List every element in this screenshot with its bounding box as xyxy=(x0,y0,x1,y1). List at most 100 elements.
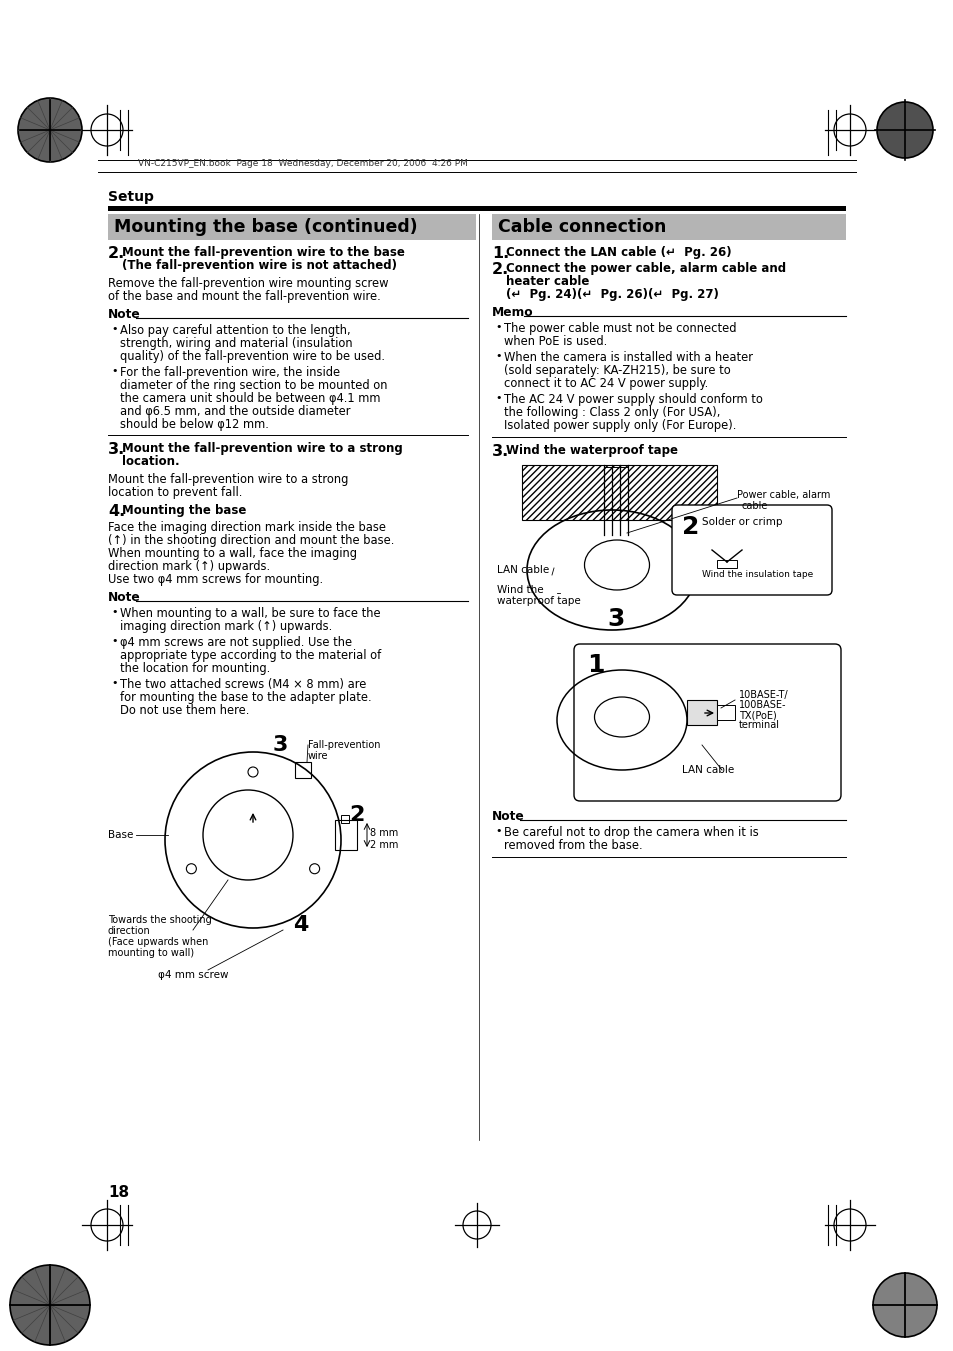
Text: 2.: 2. xyxy=(492,262,509,277)
Bar xyxy=(717,561,737,567)
Text: Connect the power cable, alarm cable and: Connect the power cable, alarm cable and xyxy=(505,262,785,276)
Bar xyxy=(717,705,734,720)
Text: Cable connection: Cable connection xyxy=(497,218,666,236)
Text: 3.: 3. xyxy=(492,444,509,459)
Text: 3: 3 xyxy=(606,607,623,631)
Text: diameter of the ring section to be mounted on: diameter of the ring section to be mount… xyxy=(120,380,387,392)
Text: •: • xyxy=(111,607,117,617)
Text: (The fall-prevention wire is not attached): (The fall-prevention wire is not attache… xyxy=(122,259,396,272)
Text: quality) of the fall-prevention wire to be used.: quality) of the fall-prevention wire to … xyxy=(120,350,385,363)
Text: •: • xyxy=(495,322,501,332)
Text: appropriate type according to the material of: appropriate type according to the materi… xyxy=(120,648,381,662)
Circle shape xyxy=(876,101,932,158)
Text: Also pay careful attention to the length,: Also pay careful attention to the length… xyxy=(120,324,351,336)
Text: (↵  Pg. 24)(↵  Pg. 26)(↵  Pg. 27): (↵ Pg. 24)(↵ Pg. 26)(↵ Pg. 27) xyxy=(505,288,719,301)
Bar xyxy=(492,213,845,240)
Text: Base: Base xyxy=(108,830,133,840)
Text: the following : Class 2 only (For USA),: the following : Class 2 only (For USA), xyxy=(503,407,720,419)
Text: •: • xyxy=(111,678,117,688)
FancyBboxPatch shape xyxy=(574,644,841,801)
Text: Face the imaging direction mark inside the base: Face the imaging direction mark inside t… xyxy=(108,521,386,534)
Text: wire: wire xyxy=(308,751,328,761)
Text: Note: Note xyxy=(108,590,141,604)
Text: 10BASE-T/: 10BASE-T/ xyxy=(739,690,788,700)
Text: LAN cable: LAN cable xyxy=(497,565,549,576)
Text: (↑) in the shooting direction and mount the base.: (↑) in the shooting direction and mount … xyxy=(108,534,394,547)
Text: Mounting the base: Mounting the base xyxy=(122,504,246,517)
Text: waterproof tape: waterproof tape xyxy=(497,596,580,607)
Text: location to prevent fall.: location to prevent fall. xyxy=(108,486,242,499)
Text: for mounting the base to the adapter plate.: for mounting the base to the adapter pla… xyxy=(120,690,372,704)
Bar xyxy=(335,820,356,850)
Text: •: • xyxy=(495,393,501,403)
Text: Mount the fall-prevention wire to a strong: Mount the fall-prevention wire to a stro… xyxy=(122,442,402,455)
Text: •: • xyxy=(111,366,117,376)
Text: Connect the LAN cable (↵  Pg. 26): Connect the LAN cable (↵ Pg. 26) xyxy=(505,246,731,259)
Circle shape xyxy=(10,1265,90,1346)
Text: Setup: Setup xyxy=(108,190,153,204)
Text: location.: location. xyxy=(122,455,179,467)
Text: Mount the fall-prevention wire to a strong: Mount the fall-prevention wire to a stro… xyxy=(108,473,348,486)
Text: Wind the insulation tape: Wind the insulation tape xyxy=(701,570,812,580)
FancyBboxPatch shape xyxy=(671,505,831,594)
Text: When the camera is installed with a heater: When the camera is installed with a heat… xyxy=(503,351,752,363)
Text: For the fall-prevention wire, the inside: For the fall-prevention wire, the inside xyxy=(120,366,340,380)
Bar xyxy=(108,205,845,211)
Text: Mount the fall-prevention wire to the base: Mount the fall-prevention wire to the ba… xyxy=(122,246,404,259)
Text: Solder or crimp: Solder or crimp xyxy=(701,517,781,527)
Text: 8 mm: 8 mm xyxy=(370,828,397,838)
Text: heater cable: heater cable xyxy=(505,276,589,288)
Circle shape xyxy=(18,99,82,162)
Bar xyxy=(686,700,717,725)
Text: VN-C215VP_EN.book  Page 18  Wednesday, December 20, 2006  4:26 PM: VN-C215VP_EN.book Page 18 Wednesday, Dec… xyxy=(138,159,467,169)
Text: •: • xyxy=(111,636,117,646)
Text: Use two φ4 mm screws for mounting.: Use two φ4 mm screws for mounting. xyxy=(108,573,323,586)
Text: mounting to wall): mounting to wall) xyxy=(108,948,193,958)
Text: 18: 18 xyxy=(108,1185,129,1200)
Text: should be below φ12 mm.: should be below φ12 mm. xyxy=(120,417,269,431)
Text: 3: 3 xyxy=(273,735,288,755)
Text: (sold separately: KA-ZH215), be sure to: (sold separately: KA-ZH215), be sure to xyxy=(503,363,730,377)
Text: Note: Note xyxy=(492,811,524,823)
Text: Wind the: Wind the xyxy=(497,585,543,594)
Text: φ4 mm screw: φ4 mm screw xyxy=(158,970,229,979)
Text: the location for mounting.: the location for mounting. xyxy=(120,662,270,676)
Text: LAN cable: LAN cable xyxy=(681,765,734,775)
Text: removed from the base.: removed from the base. xyxy=(503,839,642,852)
Text: 4: 4 xyxy=(293,915,308,935)
Text: When mounting to a wall, face the imaging: When mounting to a wall, face the imagin… xyxy=(108,547,356,561)
Text: of the base and mount the fall-prevention wire.: of the base and mount the fall-preventio… xyxy=(108,290,380,303)
Text: 2.: 2. xyxy=(108,246,125,261)
Text: 3.: 3. xyxy=(108,442,125,457)
Text: cable: cable xyxy=(741,501,767,511)
Text: •: • xyxy=(495,351,501,361)
Text: Fall-prevention: Fall-prevention xyxy=(308,740,380,750)
Text: •: • xyxy=(111,324,117,334)
Bar xyxy=(340,815,349,823)
Text: Power cable, alarm: Power cable, alarm xyxy=(737,490,829,500)
Text: Isolated power supply only (For Europe).: Isolated power supply only (For Europe). xyxy=(503,419,736,432)
Text: 1.: 1. xyxy=(492,246,509,261)
Text: Do not use them here.: Do not use them here. xyxy=(120,704,249,717)
Bar xyxy=(108,213,476,240)
Text: 2: 2 xyxy=(349,805,364,825)
Text: 4.: 4. xyxy=(108,504,125,519)
Text: Towards the shooting: Towards the shooting xyxy=(108,915,212,925)
Text: Be careful not to drop the camera when it is: Be careful not to drop the camera when i… xyxy=(503,825,758,839)
Bar xyxy=(294,762,311,778)
Text: 2: 2 xyxy=(681,515,699,539)
Text: terminal: terminal xyxy=(739,720,780,730)
Text: imaging direction mark (↑) upwards.: imaging direction mark (↑) upwards. xyxy=(120,620,332,634)
Text: The power cable must not be connected: The power cable must not be connected xyxy=(503,322,736,335)
Text: When mounting to a wall, be sure to face the: When mounting to a wall, be sure to face… xyxy=(120,607,380,620)
Text: direction mark (↑) upwards.: direction mark (↑) upwards. xyxy=(108,561,270,573)
Text: The two attached screws (M4 × 8 mm) are: The two attached screws (M4 × 8 mm) are xyxy=(120,678,366,690)
Text: connect it to AC 24 V power supply.: connect it to AC 24 V power supply. xyxy=(503,377,707,390)
Text: Remove the fall-prevention wire mounting screw: Remove the fall-prevention wire mounting… xyxy=(108,277,388,290)
Text: when PoE is used.: when PoE is used. xyxy=(503,335,607,349)
Text: Note: Note xyxy=(108,308,141,322)
Text: Wind the waterproof tape: Wind the waterproof tape xyxy=(505,444,678,457)
Text: strength, wiring and material (insulation: strength, wiring and material (insulatio… xyxy=(120,336,353,350)
Text: •: • xyxy=(495,825,501,836)
Text: Memo: Memo xyxy=(492,305,533,319)
